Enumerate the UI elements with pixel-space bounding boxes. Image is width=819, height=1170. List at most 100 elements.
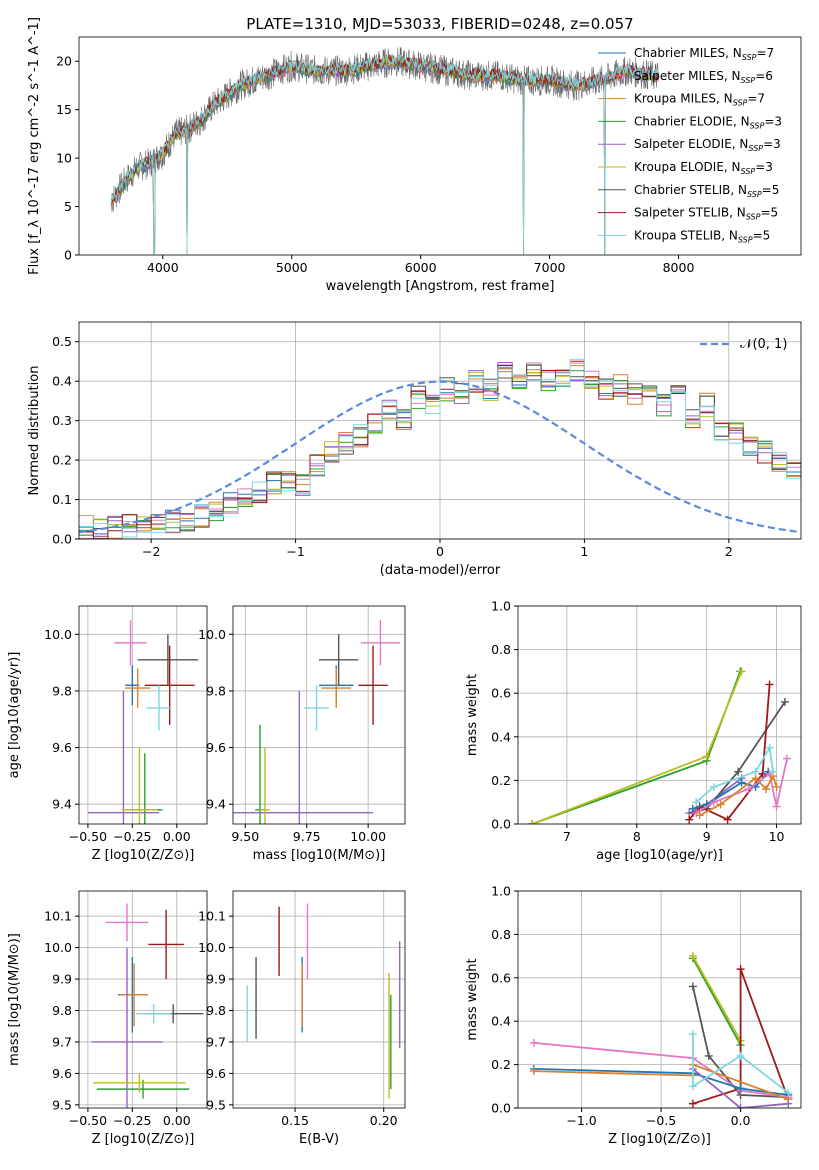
figure-title: PLATE=1310, MJD=53033, FIBERID=0248, z=0… (246, 15, 633, 33)
error-bar-point (91, 947, 163, 1108)
plot-area (79, 358, 801, 539)
legend-text-part: =6 (755, 69, 773, 83)
x-tick-label: −0.50 (69, 829, 107, 844)
x-tick-label: 2 (725, 544, 733, 559)
grid-lines (518, 605, 801, 825)
x-tick-label: 7000 (534, 260, 566, 275)
weight-marker (527, 820, 536, 824)
y-tick-label: 0.6 (491, 686, 511, 701)
y-tick-label: 0.5 (52, 334, 72, 349)
x-tick-label: 0.00 (163, 829, 191, 844)
legend-text-part: =3 (755, 160, 773, 174)
x-axis-label: (data-model)/error (380, 563, 501, 578)
grid-lines (79, 322, 801, 540)
axes-frame (78, 890, 208, 1109)
residual-histogram (79, 365, 801, 539)
y-tick-label: 0.1 (52, 492, 72, 507)
y-tick-label: 9.6 (52, 740, 72, 755)
x-tick-label: 6000 (405, 260, 437, 275)
axes-frame (78, 36, 802, 256)
legend-text-part: =7 (747, 92, 765, 106)
error-bar-point (146, 685, 172, 731)
legend-text-part: SSP (750, 121, 765, 130)
y-tick-label: 9.4 (52, 797, 72, 812)
error-bar-point (125, 668, 151, 708)
x-tick-label: 10.00 (350, 829, 386, 844)
y-tick-label: 0.6 (491, 970, 511, 985)
spectrum-model-line (110, 54, 660, 255)
legend-text-part: Chabrier MILES, N (634, 46, 742, 60)
y-tick-label: 10.0 (44, 940, 72, 955)
weight-marker (688, 982, 697, 991)
y-tick-label: 9.6 (206, 1066, 226, 1081)
legend-label: Kroupa MILES, NSSP=7 (634, 92, 765, 108)
y-tick-label: 9.6 (206, 740, 226, 755)
y-tick-label: 10 (56, 151, 72, 166)
x-axis-label: Z [log10(Z/Z⊙)] (608, 1132, 711, 1147)
weight-marker (765, 743, 774, 752)
x-tick-label: 7 (563, 829, 571, 844)
y-tick-label: 0.0 (491, 1101, 511, 1116)
legend-label: Salpeter ELODIE, NSSP=3 (634, 137, 781, 153)
weight-marker (702, 752, 711, 761)
legend-label: Chabrier MILES, NSSP=7 (634, 46, 774, 62)
spectrum-data-line (110, 47, 660, 213)
x-tick-label: 0 (436, 544, 444, 559)
y-tick-label: 9.9 (52, 972, 72, 987)
error-bar-point (321, 668, 351, 708)
error-bar-point (87, 690, 159, 824)
weight-line (533, 1042, 789, 1099)
weight-marker (751, 767, 760, 776)
x-axis-label: Z [log10(Z/Z⊙)] (92, 1132, 195, 1147)
weight-line (688, 684, 771, 821)
legend-text-part: Kroupa STELIB, N (634, 228, 738, 242)
legend-text-part: Salpeter MILES, N (634, 69, 741, 83)
y-tick-label: 10.0 (44, 627, 72, 642)
y-tick-label: 10.1 (44, 909, 72, 924)
y-tick-label: 0.4 (491, 1014, 511, 1029)
weight-marker (780, 697, 789, 706)
y-tick-label: 1.0 (491, 884, 511, 899)
weight-marker (772, 802, 781, 811)
y-tick-label: 9.7 (52, 1034, 72, 1049)
error-bar-point (144, 645, 195, 725)
error-bar-point (93, 1073, 186, 1093)
grid-lines (233, 606, 405, 824)
x-tick-label: −2 (142, 544, 160, 559)
x-tick-label: 4000 (147, 260, 179, 275)
weight-line (531, 671, 742, 824)
weight-marker (688, 1099, 697, 1108)
error-bar-point (304, 685, 329, 731)
legend-label: Chabrier ELODIE, NSSP=3 (634, 114, 782, 130)
legend-text-part: Chabrier STELIB, N (634, 183, 747, 197)
legend-text-part: SSP (747, 190, 762, 199)
y-axis-label: mass weight (465, 958, 480, 1040)
weight-marker (685, 815, 694, 824)
panel-spectrum: 4000 5000 6000 7000 8000 0 5 10 15 20 wavelength [… (27, 17, 802, 294)
y-axis-label: mass weight (465, 674, 480, 756)
x-tick-label: 8 (633, 829, 641, 844)
legend-text-part: =5 (760, 206, 778, 220)
weight-marker (769, 767, 778, 776)
y-tick-label: 9.7 (206, 1034, 226, 1049)
error-bar-point (105, 903, 149, 942)
axes-frame (517, 890, 802, 1109)
x-tick-label: 9.75 (293, 829, 321, 844)
x-axis-label: E(B-V) (299, 1132, 339, 1147)
y-tick-label: 9.4 (206, 797, 226, 812)
panel-age_vs_mass: 9.50 9.75 10.00 9.4 9.6 9.8 10.0 mass [log10(M/… (198, 605, 406, 863)
weight-marker (695, 811, 704, 820)
y-tick-label: 0.3 (52, 413, 72, 428)
legend-label: Kroupa STELIB, NSSP=5 (634, 228, 770, 244)
x-tick-label: 0.00 (163, 1113, 191, 1128)
legend-label: Chabrier STELIB, NSSP=5 (634, 183, 779, 199)
weight-marker (723, 815, 732, 824)
y-tick-label: 10.0 (198, 940, 226, 955)
legend-label: Salpeter STELIB, NSSP=5 (634, 206, 778, 222)
y-tick-label: 9.8 (206, 1003, 226, 1018)
axes-frame (78, 605, 208, 825)
legend-text-part: Kroupa ELODIE, N (634, 160, 741, 174)
x-tick-label: 0.0 (731, 1113, 751, 1128)
weight-marker (784, 1099, 793, 1108)
residual-histogram (79, 360, 801, 539)
